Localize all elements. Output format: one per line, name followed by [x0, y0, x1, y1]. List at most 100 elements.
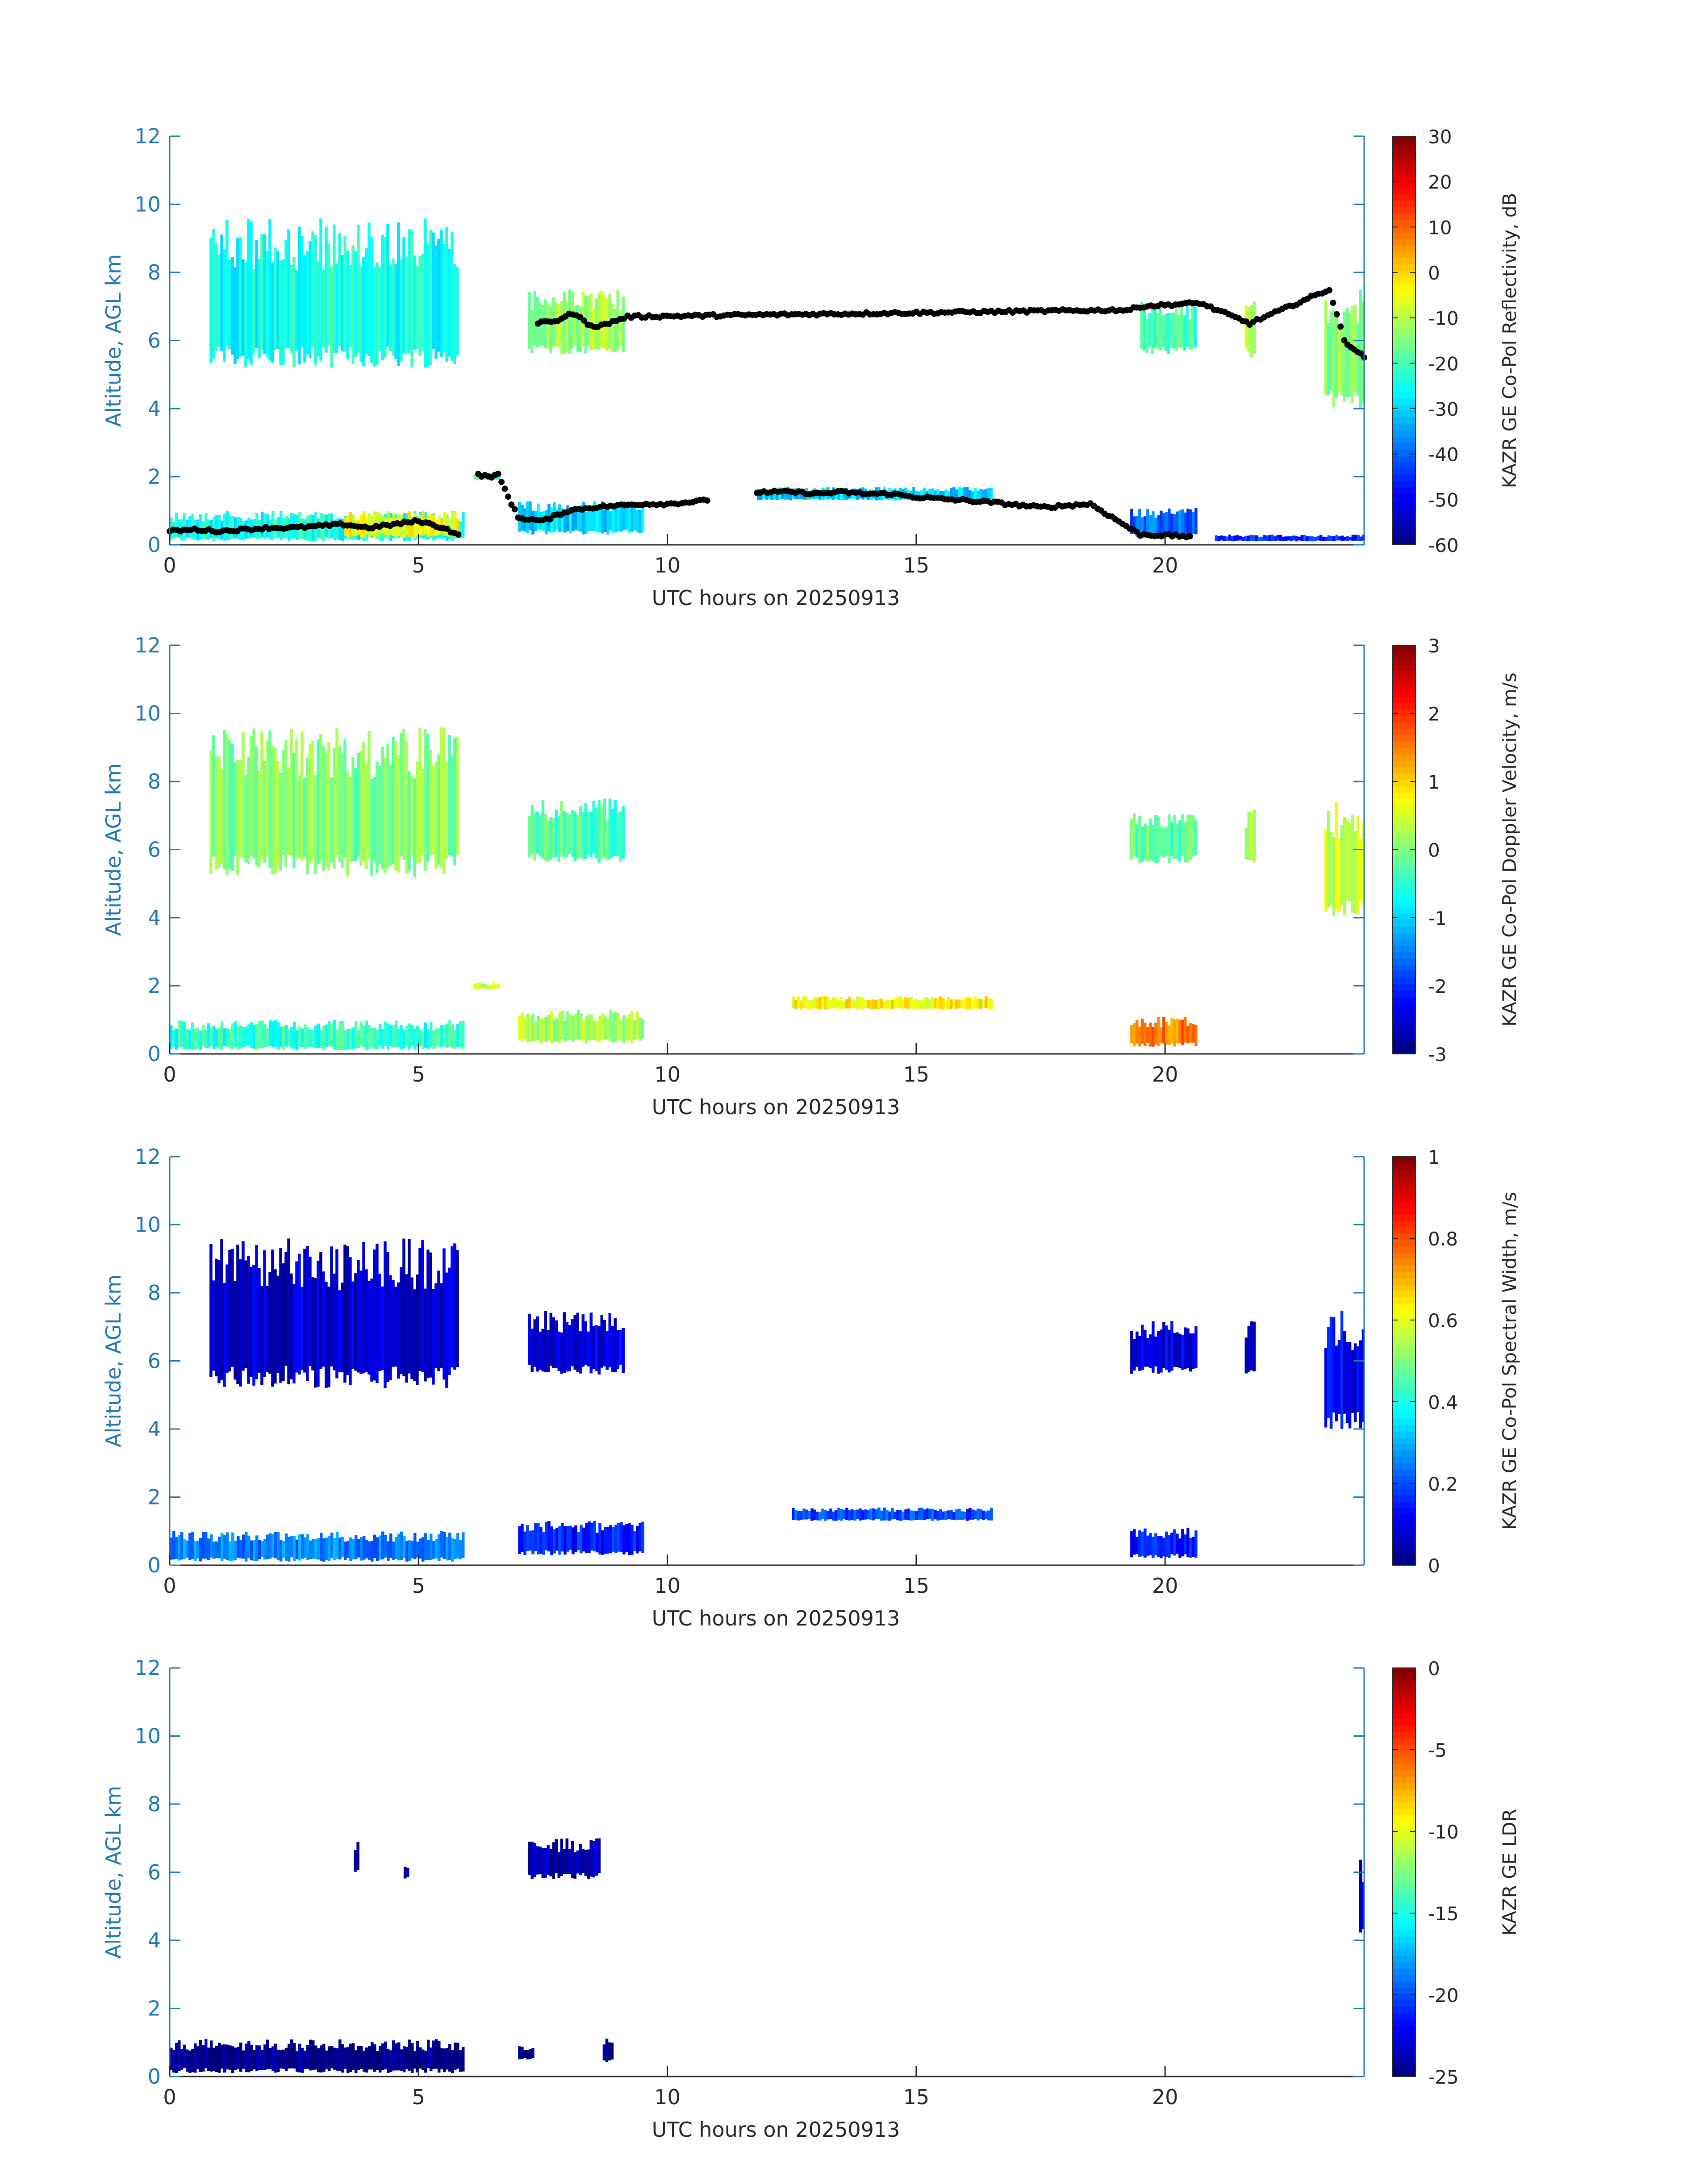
- data-cell: [928, 1508, 931, 1519]
- data-cell: [565, 1322, 568, 1372]
- data-cell: [352, 2043, 355, 2070]
- colorbar-swatch: [1392, 1335, 1416, 1342]
- data-cell: [1231, 536, 1234, 542]
- data-cell: [1316, 536, 1320, 541]
- data-cell: [1189, 1333, 1192, 1372]
- data-cell: [215, 1541, 218, 1558]
- data-cell: [250, 735, 253, 856]
- data-cell: [360, 1021, 363, 1047]
- data-cell: [864, 1000, 867, 1008]
- data-cell: [276, 251, 280, 349]
- data-cell: [309, 744, 312, 864]
- data-cell: [1192, 1024, 1195, 1043]
- data-cell: [539, 1847, 542, 1874]
- data-cell: [614, 1011, 618, 1041]
- colorbar-swatch: [1392, 664, 1416, 672]
- data-cell: [207, 1023, 210, 1048]
- data-cell: [907, 998, 910, 1009]
- data-cell: [1181, 1529, 1184, 1557]
- data-cell: [413, 1289, 416, 1381]
- colorbar-swatch: [1392, 1316, 1416, 1323]
- data-cell: [537, 1523, 540, 1554]
- data-cell: [365, 2047, 368, 2073]
- data-cell: [861, 997, 864, 1009]
- data-cell: [269, 2048, 272, 2069]
- data-cell: [1188, 318, 1191, 350]
- data-cell: [338, 2039, 342, 2072]
- data-cell: [1343, 312, 1346, 401]
- data-cell: [1181, 814, 1184, 856]
- data-cell: [1149, 515, 1152, 538]
- data-cell: [907, 1508, 910, 1521]
- colorbar-swatch: [1392, 1668, 1416, 1675]
- data-cell: [639, 1522, 642, 1551]
- data-cell: [456, 519, 459, 537]
- data-cell: [1335, 1345, 1338, 1421]
- data-cell: [1345, 1342, 1349, 1423]
- data-cell: [1298, 536, 1301, 541]
- data-cell: [178, 1535, 181, 1561]
- data-cell: [571, 1841, 574, 1878]
- data-cell: [947, 997, 950, 1009]
- y-tick-label: 2: [148, 1485, 161, 1509]
- colorbar-swatch: [1392, 919, 1416, 927]
- data-cell: [1149, 1334, 1152, 1368]
- data-cell: [330, 1532, 334, 1558]
- data-cell: [867, 1510, 870, 1520]
- data-cell: [443, 244, 446, 353]
- x-tick-label: 5: [412, 1062, 425, 1086]
- data-cell: [405, 1274, 408, 1383]
- colorbar-swatch: [1392, 702, 1416, 710]
- data-cell: [448, 2044, 451, 2072]
- data-cell: [242, 1241, 245, 1371]
- data-cell: [1359, 536, 1363, 542]
- colorbar-swatch: [1392, 971, 1416, 978]
- data-cell: [891, 1000, 894, 1010]
- data-cell: [950, 488, 953, 501]
- data-cell: [1284, 536, 1288, 541]
- colorbar-swatch: [1392, 875, 1416, 882]
- y-tick-label: 2: [148, 465, 161, 489]
- data-cell: [371, 1028, 374, 1048]
- data-cell: [285, 1533, 288, 1561]
- data-cell: [840, 1509, 843, 1521]
- colorbar-swatch: [1392, 468, 1416, 475]
- data-cell: [443, 512, 446, 536]
- colorbar-tick-label: 1: [1428, 771, 1440, 793]
- data-cell: [226, 1532, 229, 1560]
- colorbar-swatch: [1392, 2070, 1416, 2077]
- data-cell: [805, 1509, 808, 1520]
- data-cell: [440, 1283, 443, 1368]
- data-cell: [1141, 826, 1144, 862]
- data-cell: [531, 1014, 535, 1041]
- data-cell: [223, 1534, 226, 1559]
- data-cell: [325, 753, 328, 866]
- data-cell: [1247, 307, 1250, 351]
- colorbar-swatch: [1392, 939, 1416, 946]
- data-cell: [402, 1238, 405, 1376]
- data-cell: [958, 1508, 961, 1520]
- data-cell: [1215, 535, 1218, 542]
- data-cell: [797, 1511, 800, 1521]
- data-cell: [816, 997, 819, 1009]
- colorbar-swatch: [1392, 251, 1416, 258]
- data-cell: [212, 735, 215, 857]
- data-cell: [451, 1246, 454, 1368]
- data-cell: [271, 262, 274, 363]
- data-cell: [1314, 537, 1317, 541]
- colorbar-swatch: [1392, 1878, 1416, 1886]
- data-cell: [451, 1024, 454, 1048]
- data-cell: [580, 1013, 583, 1040]
- data-cell: [982, 1510, 985, 1520]
- data-cell: [271, 1249, 274, 1387]
- colorbar-swatch: [1392, 1706, 1416, 1713]
- data-cell: [437, 754, 440, 865]
- data-cell: [231, 516, 234, 539]
- x-axis-label: UTC hours on 20250913: [652, 586, 900, 610]
- data-cell: [389, 764, 392, 866]
- data-cell: [1136, 1331, 1139, 1367]
- cloud-base-point: [1341, 337, 1348, 344]
- data-cell: [533, 1843, 536, 1877]
- x-tick-label: 0: [163, 1062, 176, 1086]
